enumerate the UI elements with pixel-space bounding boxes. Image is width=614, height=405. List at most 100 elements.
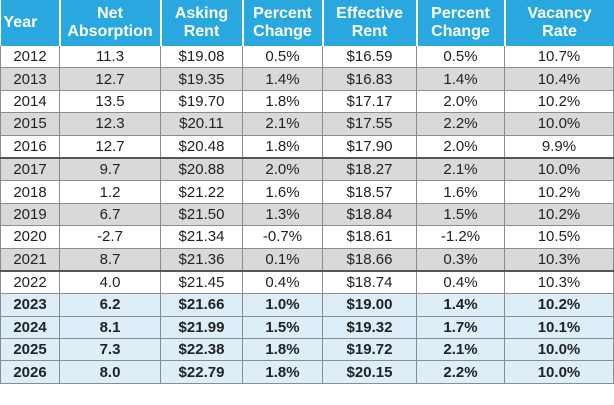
cell-asking-change: 1.4% [242,67,323,91]
table-row: 2016 12.7 $20.48 1.8% $17.90 2.0% 9.9% [0,135,614,159]
cell-vacancy-rate: 10.1% [504,316,614,340]
cell-effective-rent: $20.15 [322,360,417,384]
cell-effective-change: 2.2% [416,112,505,136]
cell-effective-rent: $17.17 [322,90,417,114]
header-effective-percent-change: Percent Change [416,0,506,46]
cell-vacancy-rate: 10.0% [504,156,614,182]
cell-effective-rent: $18.61 [322,225,417,249]
cell-effective-change: -1.2% [416,225,505,249]
cell-asking-rent: $21.34 [160,225,243,249]
cell-effective-change: 1.7% [416,316,505,340]
cell-net-absorption: 9.7 [59,156,161,182]
cell-effective-rent: $18.57 [322,180,417,204]
table-row: 2025 7.3 $22.38 1.8% $19.72 2.1% 10.0% [0,338,614,362]
cell-asking-change: 0.5% [242,46,323,69]
cell-net-absorption: 13.5 [59,90,161,114]
cell-asking-rent: $21.50 [160,203,243,227]
cell-vacancy-rate: 10.2% [504,180,614,204]
cell-asking-rent: $21.66 [160,293,243,317]
table-header: Year Net Absorption Asking Rent Percent … [0,0,614,46]
cell-asking-rent: $19.70 [160,90,243,114]
cell-effective-rent: $19.32 [322,316,417,340]
cell-asking-change: 2.1% [242,112,323,136]
cell-year: 2013 [0,67,60,91]
cell-effective-rent: $16.83 [322,67,417,91]
cell-effective-change: 2.0% [416,90,505,114]
cell-effective-rent: $19.00 [322,293,417,317]
table-row: 2018 1.2 $21.22 1.6% $18.57 1.6% 10.2% [0,180,614,204]
cell-effective-rent: $18.66 [322,248,417,272]
cell-asking-rent: $20.11 [160,112,243,136]
cell-asking-rent: $20.48 [160,135,243,159]
cell-vacancy-rate: 10.0% [504,112,614,136]
cell-effective-change: 1.5% [416,203,505,227]
cell-asking-change: 1.5% [242,316,323,340]
cell-year: 2018 [0,180,60,204]
cell-asking-rent: $21.36 [160,248,243,272]
cell-asking-rent: $19.35 [160,67,243,91]
cell-net-absorption: 8.0 [59,360,161,384]
cell-effective-change: 0.4% [416,269,505,295]
cell-year: 2021 [0,248,60,272]
table-row: 2014 13.5 $19.70 1.8% $17.17 2.0% 10.2% [0,90,614,114]
cell-year: 2015 [0,112,60,136]
cell-vacancy-rate: 10.7% [504,46,614,69]
table-row: 2012 11.3 $19.08 0.5% $16.59 0.5% 10.7% [0,46,614,69]
cell-asking-change: 1.8% [242,360,323,384]
cell-effective-rent: $19.72 [322,338,417,362]
cell-year: 2020 [0,225,60,249]
cell-effective-change: 1.4% [416,293,505,317]
cell-effective-rent: $17.55 [322,112,417,136]
cell-asking-change: 1.8% [242,135,323,159]
header-year: Year [0,0,61,46]
cell-effective-change: 0.3% [416,248,505,272]
cell-net-absorption: 6.7 [59,203,161,227]
cell-asking-change: -0.7% [242,225,323,249]
cell-effective-rent: $16.59 [322,46,417,69]
table-row: 2013 12.7 $19.35 1.4% $16.83 1.4% 10.4% [0,67,614,91]
cell-asking-rent: $21.22 [160,180,243,204]
cell-asking-rent: $21.99 [160,316,243,340]
table-body: 2012 11.3 $19.08 0.5% $16.59 0.5% 10.7% … [0,46,614,384]
table-row: 2015 12.3 $20.11 2.1% $17.55 2.2% 10.0% [0,112,614,136]
cell-year: 2024 [0,316,60,340]
header-asking-rent: Asking Rent [160,0,244,46]
table-row: 2020 -2.7 $21.34 -0.7% $18.61 -1.2% 10.5… [0,225,614,249]
cell-effective-change: 2.1% [416,338,505,362]
table-row: 2024 8.1 $21.99 1.5% $19.32 1.7% 10.1% [0,316,614,340]
cell-year: 2019 [0,203,60,227]
cell-effective-rent: $18.27 [322,156,417,182]
cell-asking-change: 0.1% [242,248,323,272]
cell-effective-rent: $18.74 [322,269,417,295]
cell-asking-change: 1.0% [242,293,323,317]
cell-asking-rent: $22.38 [160,338,243,362]
table-row: 2019 6.7 $21.50 1.3% $18.84 1.5% 10.2% [0,203,614,227]
header-vacancy-rate: Vacancy Rate [504,0,614,46]
table-row: 2023 6.2 $21.66 1.0% $19.00 1.4% 10.2% [0,293,614,317]
header-net-absorption: Net Absorption [59,0,162,46]
header-effective-rent: Effective Rent [322,0,418,46]
cell-year: 2022 [0,269,60,295]
cell-asking-change: 1.6% [242,180,323,204]
cell-year: 2016 [0,135,60,159]
cell-vacancy-rate: 10.0% [504,338,614,362]
cell-asking-change: 1.8% [242,338,323,362]
cell-asking-change: 1.8% [242,90,323,114]
cell-effective-change: 2.2% [416,360,505,384]
table-row: 2017 9.7 $20.88 2.0% $18.27 2.1% 10.0% [0,156,614,182]
cell-asking-change: 0.4% [242,269,323,295]
cell-year: 2017 [0,156,60,182]
cell-vacancy-rate: 10.2% [504,293,614,317]
table-row: 2022 4.0 $21.45 0.4% $18.74 0.4% 10.3% [0,269,614,295]
cell-asking-change: 1.3% [242,203,323,227]
cell-year: 2026 [0,360,60,384]
cell-asking-change: 2.0% [242,156,323,182]
cell-year: 2012 [0,46,60,69]
cell-vacancy-rate: 10.4% [504,67,614,91]
cell-net-absorption: 4.0 [59,269,161,295]
cell-asking-rent: $21.45 [160,269,243,295]
cell-effective-rent: $17.90 [322,135,417,159]
cell-vacancy-rate: 10.2% [504,203,614,227]
cell-vacancy-rate: 10.0% [504,360,614,384]
cell-effective-rent: $18.84 [322,203,417,227]
